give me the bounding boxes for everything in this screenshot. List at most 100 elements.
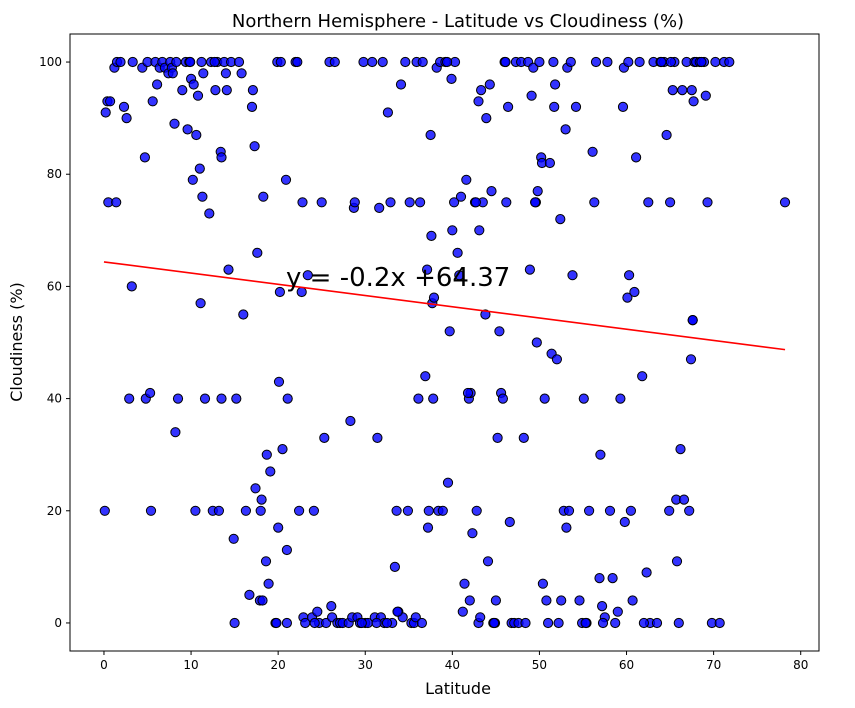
scatter-point (574, 595, 585, 606)
scatter-point (594, 573, 605, 584)
scatter-point (481, 113, 492, 124)
plot-frame (69, 33, 820, 652)
scatter-point (392, 606, 403, 617)
y-axis-title: Cloudiness (%) (7, 282, 26, 402)
scatter-point (428, 393, 439, 404)
scatter-point (316, 197, 327, 208)
scatter-point (420, 371, 431, 382)
scatter-point (400, 56, 411, 68)
scatter-point (530, 197, 541, 208)
scatter-point (643, 197, 654, 208)
scatter-point (261, 449, 272, 460)
scatter-point (687, 315, 698, 326)
scatter-point (664, 505, 675, 516)
scatter-point (223, 264, 234, 275)
scatter-point (185, 56, 196, 68)
scatter-point (192, 90, 204, 101)
scatter-point (560, 124, 571, 135)
scatter-point (197, 191, 208, 202)
x-axis-title: Latitude (425, 679, 491, 698)
scatter-point (167, 68, 178, 79)
scatter-point (556, 595, 567, 606)
scatter-point (623, 56, 634, 68)
scatter-point (124, 393, 135, 404)
scatter-point (634, 56, 645, 68)
scatter-point (371, 617, 382, 629)
scatter-point (677, 85, 688, 96)
scatter-point (395, 79, 407, 90)
scatter-point (667, 85, 678, 96)
scatter-point (447, 225, 458, 236)
scatter-point (665, 197, 676, 208)
scatter-point (249, 141, 260, 152)
regression-line (103, 261, 786, 351)
scatter-point (474, 225, 485, 236)
scatter-point (145, 505, 157, 516)
scatter-point (216, 152, 227, 163)
scatter-point (152, 79, 163, 90)
x-tick-label: 0 (100, 658, 108, 672)
scatter-point (281, 617, 292, 629)
scatter-point (275, 56, 286, 68)
y-tick-label: 0 (54, 616, 62, 630)
scatter-point (345, 415, 356, 427)
scatter-point (236, 68, 247, 79)
x-axis: 0 10 20 30 40 50 60 70 80 (100, 651, 808, 672)
y-tick-label: 100 (39, 55, 62, 69)
scatter-point (492, 432, 503, 443)
scatter-point (281, 544, 292, 556)
scatter-point (302, 270, 313, 281)
scatter-point (612, 606, 623, 617)
scatter-point (587, 146, 598, 157)
scatter-point (274, 286, 285, 298)
scatter-point (531, 337, 542, 348)
plot-area (99, 56, 791, 629)
scatter-point (391, 505, 402, 516)
scatter-point (442, 56, 453, 68)
scatter-point (637, 371, 648, 382)
scatter-point (377, 56, 388, 68)
scatter-point (651, 617, 663, 629)
scatter-point (182, 124, 193, 135)
scatter-point (684, 505, 695, 516)
scatter-point (486, 186, 497, 197)
scatter-point (702, 197, 713, 208)
scatter-point (567, 270, 578, 281)
scatter-point (551, 354, 563, 365)
scatter-point (121, 113, 132, 124)
scatter-point (282, 393, 293, 404)
x-tick-label: 30 (358, 658, 373, 672)
scatter-point (374, 202, 385, 213)
scatter-point (139, 152, 150, 163)
scatter-point (263, 578, 274, 589)
scatter-point (625, 505, 637, 516)
y-tick-label: 80 (47, 167, 62, 181)
scatter-point (467, 528, 478, 539)
scatter-point (457, 606, 468, 617)
scatter-point (358, 56, 369, 68)
scatter-point (671, 556, 683, 567)
scatter-point (172, 393, 184, 404)
scatter-point (489, 617, 500, 629)
scatter-point (228, 533, 239, 544)
scatter-point (191, 129, 202, 141)
scatter-point (602, 56, 613, 68)
scatter-point (675, 444, 686, 455)
scatter-point (195, 298, 206, 309)
scatter-point (277, 444, 288, 455)
scatter-point (356, 617, 367, 629)
scatter-point (638, 617, 650, 629)
scatter-point (389, 561, 400, 573)
scatter-point (480, 309, 491, 320)
scatter-point (256, 494, 267, 505)
scatter-point (238, 309, 249, 320)
scatter-point (526, 90, 537, 101)
scatter-point (555, 214, 566, 225)
scatter-point (99, 505, 110, 516)
scatter-point (661, 129, 672, 141)
scatter-point (446, 73, 457, 85)
scatter-point (309, 617, 320, 629)
scatter-point (246, 101, 258, 113)
scatter-point (349, 197, 360, 208)
